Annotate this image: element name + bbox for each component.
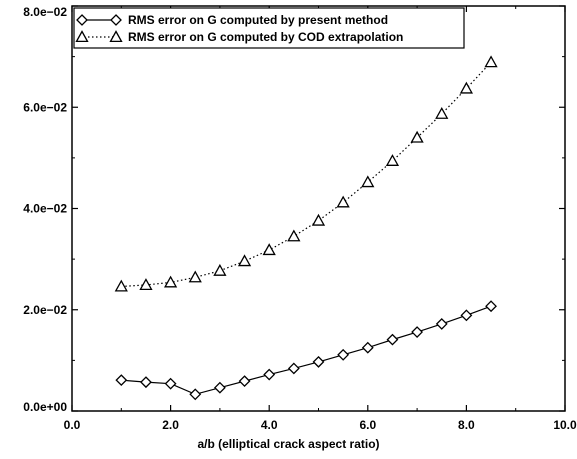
data-point [287, 229, 301, 242]
data-point [435, 106, 449, 119]
y-tick-label: 0.0e+00 [23, 400, 67, 414]
x-axis-label: a/b (elliptical crack aspect ratio) [197, 437, 379, 451]
y-tick-label: 6.0e−02 [23, 100, 67, 114]
y-tick-label: 4.0e−02 [23, 202, 67, 216]
legend-box [73, 7, 465, 49]
legend-marker [76, 14, 88, 26]
data-point [485, 300, 497, 313]
legend-marker [75, 30, 89, 43]
x-axis-ticks: 0.0 2.0 4.0 6.0 8.0 10.0 [64, 6, 577, 432]
legend-label: RMS error on G computed by COD extrapola… [128, 30, 403, 44]
data-point [114, 279, 128, 292]
series-2 [114, 55, 498, 292]
series-layer [114, 55, 498, 401]
data-point [213, 263, 227, 276]
legend-marker [109, 30, 123, 43]
data-point [410, 130, 424, 143]
data-point [361, 341, 374, 354]
data-point [263, 368, 276, 381]
data-point [140, 376, 152, 389]
y-tick-label: 8.0e−02 [23, 5, 67, 19]
x-tick-label: 10.0 [553, 418, 577, 432]
data-point [163, 275, 178, 288]
data-point [188, 270, 202, 283]
data-point [238, 375, 251, 388]
data-point [262, 243, 276, 256]
data-point [385, 154, 400, 166]
legend-label: RMS error on G computed by present metho… [128, 13, 388, 27]
data-point [115, 374, 128, 387]
series-line [121, 305, 492, 395]
data-point [435, 318, 448, 330]
data-point [139, 278, 153, 290]
data-point [337, 348, 350, 361]
y-axis-ticks: 0.0e+00 2.0e−02 4.0e−02 6.0e−02 8.0e−02 [23, 5, 565, 414]
data-point [411, 326, 424, 338]
data-point [189, 388, 202, 401]
x-tick-label: 6.0 [359, 418, 376, 432]
x-tick-label: 2.0 [162, 418, 179, 432]
y-tick-label: 2.0e−02 [23, 303, 67, 317]
data-point [361, 175, 375, 188]
data-point [386, 333, 399, 346]
data-point [287, 362, 300, 375]
data-point [311, 213, 326, 226]
x-tick-label: 4.0 [261, 418, 278, 432]
legend: RMS error on G computed by present metho… [73, 7, 465, 49]
data-point [312, 355, 325, 368]
x-tick-label: 8.0 [458, 418, 475, 432]
series-line [121, 61, 492, 288]
data-point [484, 55, 498, 68]
legend-marker [110, 14, 122, 26]
data-point [213, 381, 226, 394]
data-point [237, 254, 252, 267]
series-1 [115, 300, 497, 401]
data-point [164, 377, 177, 390]
data-point [460, 309, 473, 322]
data-point [459, 81, 474, 94]
data-point [336, 195, 350, 208]
x-tick-label: 0.0 [64, 418, 81, 432]
